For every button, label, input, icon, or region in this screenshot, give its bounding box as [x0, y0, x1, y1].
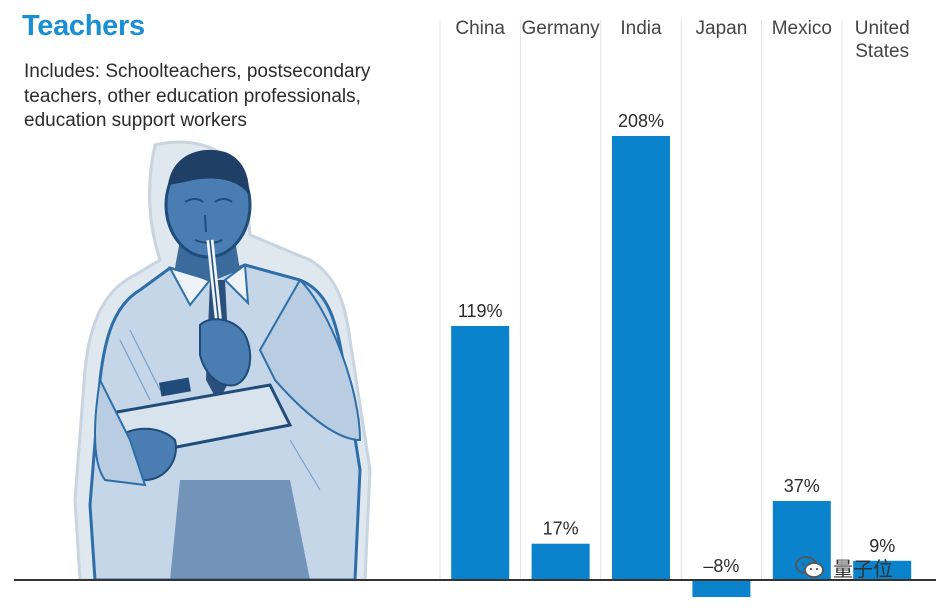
value-label: –8%	[703, 556, 739, 576]
value-label: 208%	[618, 111, 664, 131]
subtitle-line-1: Includes: Schoolteachers, postsecondary	[24, 61, 371, 82]
value-label: 17%	[543, 519, 579, 539]
bar-germany	[531, 543, 590, 580]
watermark-text: 量子位	[833, 557, 893, 581]
bar-india	[612, 136, 670, 580]
teacher-illustration	[73, 140, 372, 580]
category-label: Germany	[522, 18, 601, 39]
category-label: States	[855, 41, 909, 62]
category-label: India	[620, 18, 662, 39]
bar-japan	[692, 580, 751, 598]
value-label: 119%	[458, 301, 503, 321]
chart-title: Teachers	[22, 10, 145, 42]
value-label: 37%	[784, 476, 820, 496]
category-label: China	[455, 18, 505, 39]
value-label: 9%	[869, 536, 895, 556]
bar-china	[451, 325, 510, 580]
subtitle-line-3: education support workers	[24, 110, 247, 131]
wechat-icon	[795, 555, 824, 578]
category-label: Mexico	[772, 18, 832, 39]
watermark: 量子位	[795, 553, 893, 582]
subtitle-line-2: teachers, other education professionals,	[24, 86, 361, 107]
category-label: Japan	[696, 18, 748, 39]
bar-united-states	[853, 560, 912, 580]
category-label: United	[855, 18, 910, 39]
